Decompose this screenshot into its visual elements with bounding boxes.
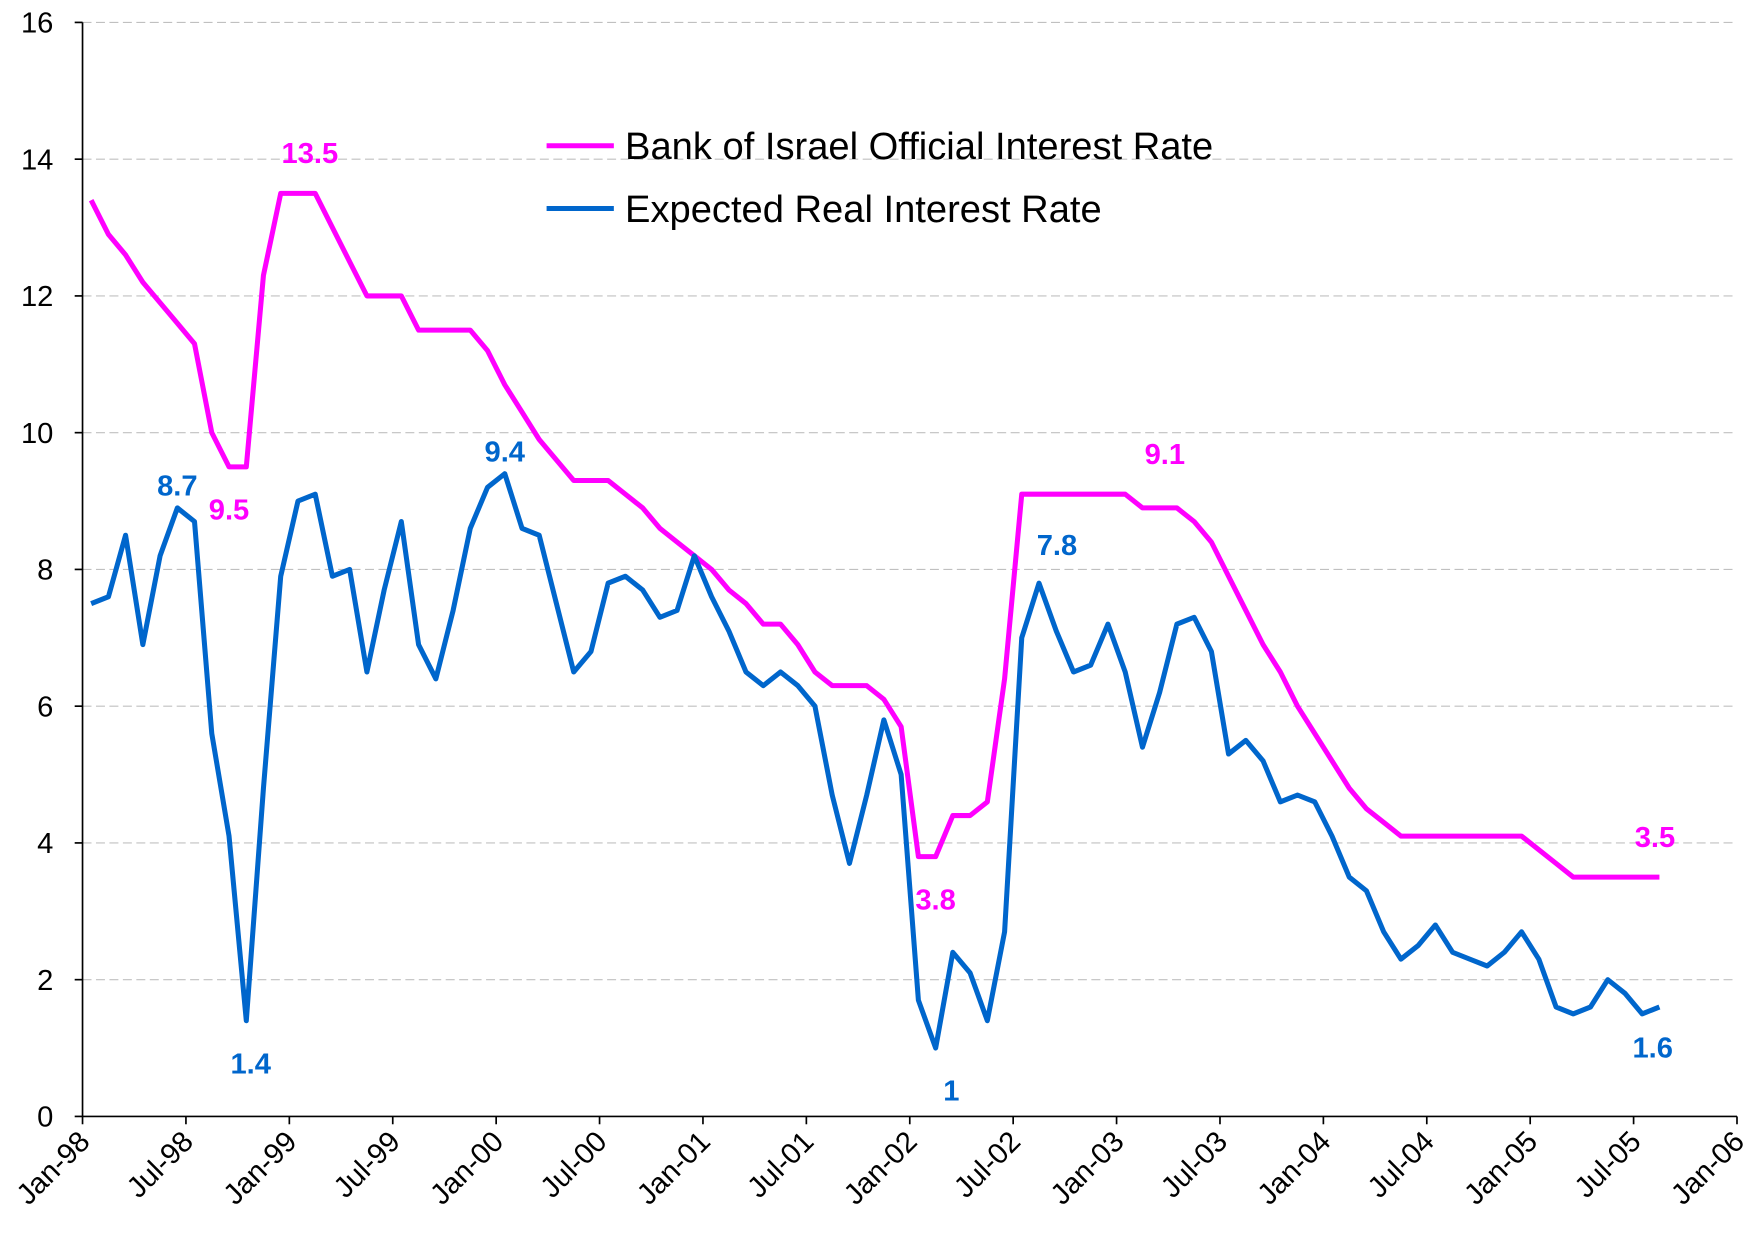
x-tick-label: Jan-02 [838, 1126, 924, 1212]
series-line [90, 471, 1661, 1051]
y-tick-label: 2 [37, 965, 53, 997]
x-tick-label: Jan-99 [218, 1126, 304, 1212]
data-label: 9.5 [209, 495, 249, 527]
y-tick-label: 14 [21, 144, 53, 176]
data-label: 1.6 [1632, 1032, 1672, 1064]
series-line [88, 190, 1660, 880]
y-tick-label: 8 [37, 555, 53, 587]
x-tick-label: Jan-06 [1665, 1126, 1751, 1212]
x-tick-label: Jul-04 [1362, 1126, 1441, 1205]
data-label: 3.8 [915, 884, 956, 916]
x-tick-label: Jul-02 [948, 1126, 1027, 1205]
x-tick-label: Jan-01 [631, 1126, 717, 1212]
data-label: 8.7 [157, 471, 198, 503]
y-tick-label: 12 [21, 281, 53, 313]
x-tick-label: Jul-01 [742, 1126, 821, 1205]
legend-label: Bank of Israel Official Interest Rate [625, 126, 1213, 168]
data-label: 3.5 [1635, 822, 1675, 854]
y-tick-label: 0 [37, 1102, 53, 1134]
legend: Bank of Israel Official Interest Rate Exp… [546, 126, 1213, 231]
legend-label: Expected Real Interest Rate [625, 189, 1102, 231]
data-label: 1.4 [230, 1048, 271, 1080]
data-label: 7.8 [1037, 530, 1078, 562]
y-tick-label: 6 [37, 691, 53, 723]
x-tick-label: Jul-98 [121, 1126, 200, 1205]
x-tick-label: Jan-00 [424, 1126, 510, 1212]
y-tick-label: 10 [21, 418, 53, 450]
data-label: 13.5 [282, 138, 339, 170]
x-tick-label: Jan-98 [11, 1126, 97, 1212]
x-tick-label: Jan-05 [1459, 1126, 1545, 1212]
x-tick-label: Jul-00 [535, 1126, 614, 1205]
x-tick-label: Jul-03 [1155, 1126, 1234, 1205]
x-tick-label: Jul-05 [1569, 1126, 1648, 1205]
x-tick-label: Jan-03 [1045, 1126, 1131, 1212]
x-tick-label: Jul-99 [328, 1126, 407, 1205]
x-tick-label: Jan-04 [1252, 1126, 1338, 1212]
y-tick-label: 16 [21, 8, 53, 40]
data-label: 1 [943, 1076, 959, 1108]
data-label: 9.1 [1145, 439, 1186, 471]
data-label: 9.4 [485, 436, 526, 468]
y-tick-label: 4 [37, 828, 53, 860]
